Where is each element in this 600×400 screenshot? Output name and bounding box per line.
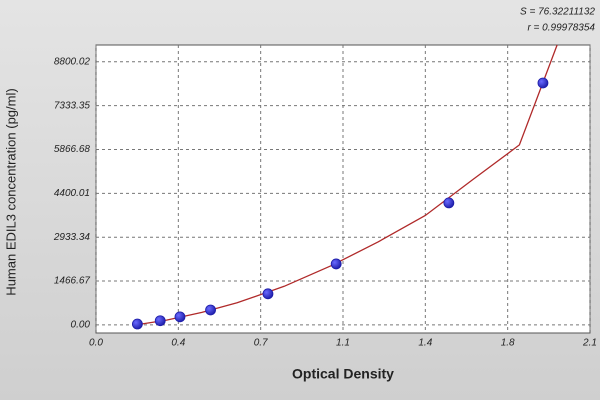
x-tick-label: 0.7	[254, 338, 268, 349]
data-point	[262, 288, 274, 300]
x-tick-label: 1.8	[501, 338, 515, 349]
y-tick-label: 2933.34	[53, 232, 91, 243]
annotation: r = 0.99978354	[527, 23, 595, 34]
y-axis-label: Human EDIL3 concentration (pg/ml)	[3, 88, 18, 295]
data-point	[330, 258, 342, 270]
y-tick-label: 5866.68	[54, 144, 91, 155]
data-point	[443, 197, 455, 209]
data-point	[174, 311, 186, 323]
x-axis-label: Optical Density	[292, 366, 394, 382]
x-tick-label: 1.4	[418, 338, 432, 349]
data-point	[154, 315, 166, 327]
x-tick-label: 2.1	[582, 338, 597, 349]
y-tick-label: 8800.02	[54, 56, 91, 67]
x-tick-label: 0.4	[171, 338, 185, 349]
data-point	[132, 318, 143, 330]
annotation: S = 76.32211132	[520, 7, 595, 18]
data-point	[537, 77, 549, 89]
data-point	[205, 304, 216, 316]
x-tick-label: 1.1	[336, 338, 350, 349]
y-tick-label: 4400.01	[54, 188, 90, 199]
y-tick-label: 7333.35	[54, 100, 91, 111]
x-tick-label: 0.0	[89, 338, 103, 349]
y-tick-label: 0.00	[71, 320, 91, 331]
y-tick-label: 1466.67	[54, 276, 91, 287]
